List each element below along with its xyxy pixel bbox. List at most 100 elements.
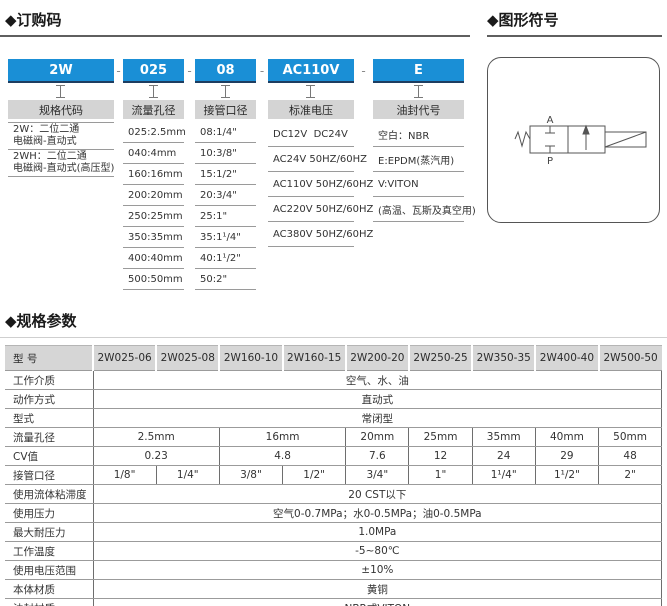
list-item: 400:40mm [123, 248, 184, 269]
header-model-col: 2W400-40 [534, 345, 599, 371]
table-row: 流量孔径 2.5mm 16mm 20mm 25mm 35mm 40mm 50mm [5, 427, 663, 447]
valve-symbol: A P [514, 115, 647, 167]
row-value: 12 [408, 446, 473, 466]
header-model-col: 2W160-15 [281, 345, 346, 371]
table-row: 使用电压范围 ±10% [5, 560, 663, 580]
divider [0, 35, 470, 37]
code-separator: - [116, 64, 121, 78]
code-box-port: 08 [195, 59, 256, 83]
header-model-col: 2W500-50 [597, 345, 662, 371]
header-model-col: 2W160-10 [218, 345, 283, 371]
header-model-col: 2W200-20 [344, 345, 409, 371]
divider [487, 35, 662, 37]
list-item: AC380V 50HZ/60HZ [268, 222, 373, 247]
column-seal: 油封代号 空白：NBR E:EPDM(蒸汽用) V:VITON (高温、瓦斯及真… [373, 100, 476, 222]
list-item: 08:1/4" [195, 122, 256, 143]
row-label: 使用电压范围 [5, 560, 93, 580]
code-separator: - [259, 64, 265, 78]
column-label: 标准电压 [268, 100, 354, 119]
row-value: 1/2" [282, 465, 346, 485]
row-value: 1¹/2" [534, 465, 599, 485]
port-a-label: A [547, 115, 554, 126]
row-value: 20 CST以下 [92, 484, 663, 504]
valve-symbol-box: A P [487, 57, 660, 223]
column-label: 油封代号 [373, 100, 464, 119]
list-item: 空白：NBR [373, 122, 464, 147]
code-box-voltage: AC110V [268, 59, 354, 83]
row-value: 黄铜 [92, 579, 663, 599]
list-item: 25:1" [195, 206, 256, 227]
ordering-section-title: ◆订购码 [5, 11, 62, 29]
table-row: 工作介质 空气、水、油 [5, 370, 663, 390]
row-value: 20mm [345, 427, 409, 447]
row-label: 工作介质 [5, 370, 93, 390]
column-orifice: 流量孔径 025:2.5mm 040:4mm 160:16mm 200:20mm… [123, 100, 186, 290]
row-value: ±10% [92, 560, 663, 580]
row-label: 型式 [5, 408, 93, 428]
table-row: 动作方式 直动式 [5, 389, 663, 409]
header-model-col: 2W025-06 [91, 345, 157, 371]
row-value: 1¹/4" [471, 465, 536, 485]
list-item: 500:50mm [123, 269, 184, 290]
column-label: 规格代码 [8, 100, 114, 119]
table-row: 使用压力 空气0-0.7MPa；水0-0.5MPa；油0-0.5MPa [5, 503, 663, 523]
row-value: 16mm [218, 427, 346, 447]
row-value: 空气0-0.7MPa；水0-0.5MPa；油0-0.5MPa [92, 503, 663, 523]
list-item: 2W：二位二通 电磁阀-直动式 [8, 123, 114, 150]
list-item: 20:3/4" [195, 185, 256, 206]
row-label: 本体材质 [5, 579, 93, 599]
code-separator: - [187, 64, 192, 78]
row-value: 常闭型 [92, 408, 663, 428]
list-item: AC24V 50HZ/60HZ [268, 147, 367, 172]
row-value: 1/8" [92, 465, 157, 485]
list-item: AC220V 50HZ/60HZ [268, 197, 373, 222]
list-item: 025:2.5mm [123, 122, 186, 143]
row-value: 7.6 [345, 446, 409, 466]
list-item: 40:1¹/2" [195, 248, 256, 269]
row-value: 24 [471, 446, 536, 466]
table-header-row: 型 号 2W025-06 2W025-08 2W160-10 2W160-15 … [5, 345, 662, 371]
code-separator: - [361, 64, 366, 78]
list-item: 040:4mm [123, 143, 184, 164]
table-row: 本体材质 黄铜 [5, 579, 663, 599]
row-value: 4.8 [218, 446, 346, 466]
list-item: 2WH：二位二通 电磁阀-直动式(高压型) [8, 150, 114, 177]
row-value: 1.0MPa [92, 522, 663, 542]
list-item: E:EPDM(蒸汽用) [373, 147, 464, 172]
row-label: 工作温度 [5, 541, 93, 561]
list-item: (高温、瓦斯及真空用) [373, 197, 476, 222]
row-value: 0.23 [92, 446, 220, 466]
row-label: 使用流体粘滞度 [5, 484, 93, 504]
row-value: 3/8" [218, 465, 283, 485]
table-row: CV值 0.23 4.8 7.6 12 24 29 48 [5, 446, 663, 466]
spec-table: 型 号 2W025-06 2W025-08 2W160-10 2W160-15 … [5, 345, 663, 606]
port-p-label: P [547, 156, 553, 167]
column-label: 流量孔径 [123, 100, 184, 119]
row-value: 2.5mm [92, 427, 220, 447]
code-box-seal: E [373, 59, 464, 83]
row-label: 接管口径 [5, 465, 93, 485]
row-label: CV值 [5, 446, 93, 466]
row-label: 油封材质 [5, 598, 93, 606]
code-box-orifice: 025 [123, 59, 184, 83]
list-item: 160:16mm [123, 164, 184, 185]
header-model-col: 2W350-35 [471, 345, 536, 371]
row-label: 最大耐压力 [5, 522, 93, 542]
code-box-series: 2W [8, 59, 114, 83]
row-value: 25mm [408, 427, 473, 447]
list-item: 350:35mm [123, 227, 184, 248]
specs-section-title: ◆规格参数 [5, 312, 77, 330]
flow-arrow-head [582, 124, 590, 135]
spring-icon [514, 130, 531, 148]
header-model: 型 号 [5, 345, 93, 371]
row-value: 40mm [534, 427, 599, 447]
list-item: 35:1¹/4" [195, 227, 256, 248]
list-item: AC110V 50HZ/60HZ [268, 172, 373, 197]
row-value: NBR或VITON [92, 598, 663, 606]
divider [0, 337, 667, 338]
list-item: 10:3/8" [195, 143, 256, 164]
column-port-size: 接管口径 08:1/4" 10:3/8" 15:1/2" 20:3/4" 25:… [195, 100, 256, 290]
row-value: -5~80℃ [92, 541, 663, 561]
solenoid-icon [604, 131, 647, 148]
